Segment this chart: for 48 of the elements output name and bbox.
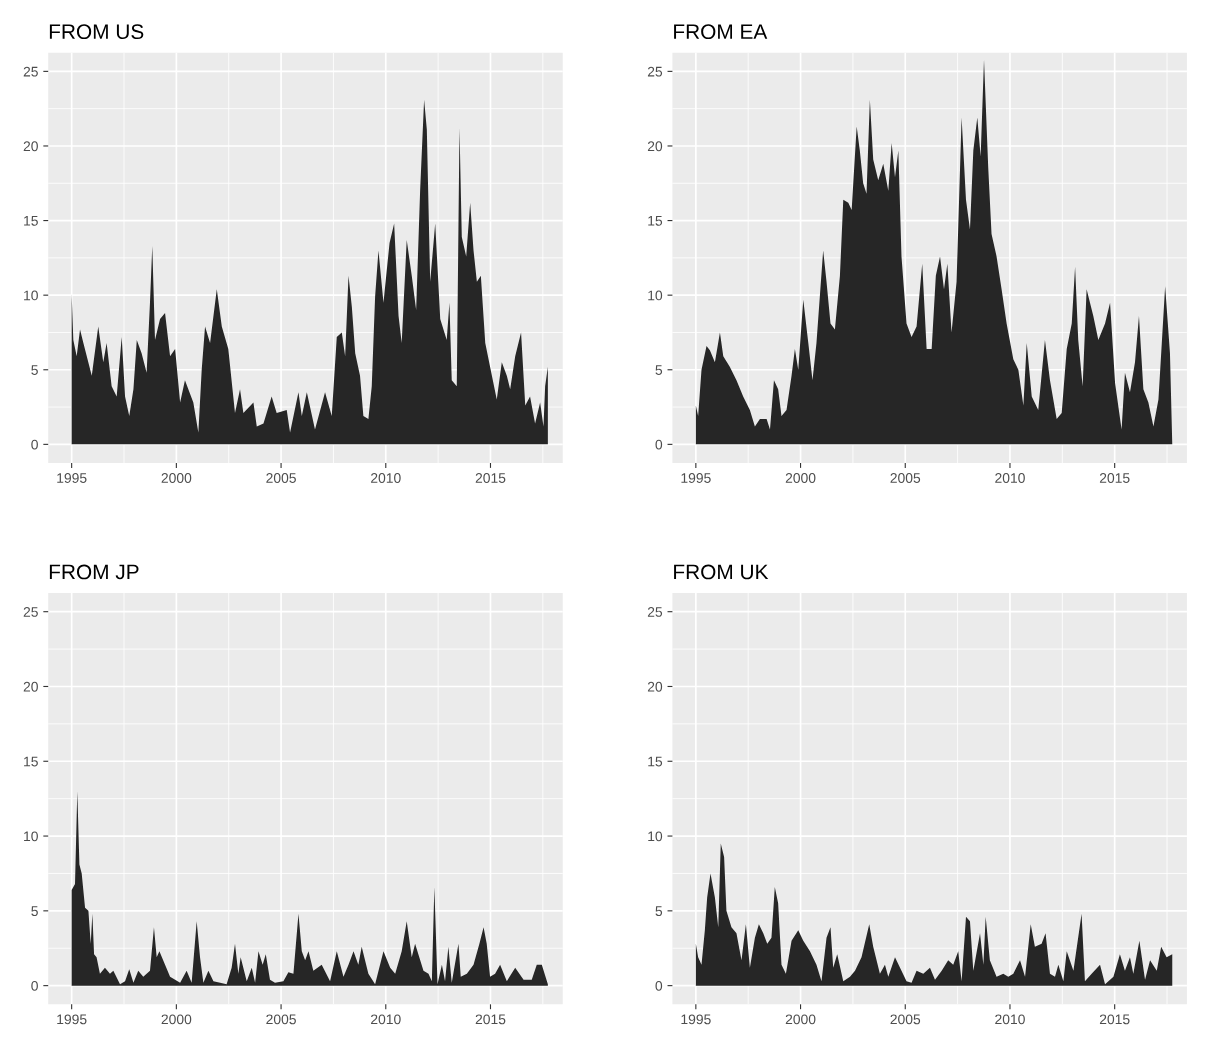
y-tick-label: 25 [23, 607, 38, 617]
y-tick-label: 20 [647, 141, 663, 152]
y-tick-label: 10 [24, 831, 38, 842]
y-tick-label: 20 [647, 681, 663, 692]
y-tick-label: 25 [23, 66, 38, 77]
y-tick-label: 0 [655, 980, 663, 991]
x-tick-label: 1995 [681, 473, 711, 483]
y-tick-label: 10 [24, 290, 38, 301]
x-tick-label: 1995 [57, 473, 87, 483]
x-tick-label: 2005 [266, 473, 296, 483]
x-tick-label: 2005 [890, 1014, 921, 1025]
x-tick-label: 2010 [995, 1014, 1025, 1025]
x-tick-label: 2010 [995, 473, 1025, 483]
y-tick-label: 20 [23, 141, 38, 152]
y-tick-label: 25 [647, 607, 663, 617]
y-tick-label: 0 [655, 439, 663, 450]
x-tick-label: 2010 [371, 1014, 401, 1025]
y-tick-label: 5 [31, 365, 38, 375]
x-tick-label: 2000 [785, 1014, 816, 1025]
x-tick-label: 2005 [890, 473, 921, 483]
x-tick-label: 2015 [475, 473, 506, 483]
chart-title: FROM EA [674, 24, 768, 40]
x-tick-label: 2015 [1099, 1014, 1130, 1025]
y-tick-label: 5 [655, 365, 663, 375]
y-tick-label: 15 [24, 216, 38, 226]
y-tick-label: 15 [648, 216, 663, 226]
x-tick-label: 2000 [161, 473, 192, 483]
y-tick-label: 0 [31, 439, 38, 450]
chart-title: FROM UK [674, 564, 769, 580]
x-tick-label: 2005 [266, 1014, 296, 1025]
y-tick-label: 5 [31, 906, 38, 917]
x-tick-label: 2015 [475, 1014, 506, 1025]
x-tick-label: 1995 [57, 1014, 87, 1025]
x-tick-label: 2010 [371, 473, 401, 483]
y-tick-label: 5 [655, 906, 663, 917]
x-tick-label: 2015 [1099, 473, 1130, 483]
chart-title: FROM JP [49, 564, 139, 580]
x-tick-label: 2000 [785, 473, 816, 483]
x-tick-label: 1995 [681, 1014, 711, 1025]
y-tick-label: 15 [24, 756, 38, 767]
y-tick-label: 20 [23, 681, 38, 692]
chart-title: FROM US [49, 24, 144, 40]
x-tick-label: 2000 [161, 1014, 192, 1025]
y-tick-label: 10 [648, 831, 663, 842]
y-tick-label: 10 [648, 290, 663, 301]
y-tick-label: 15 [648, 756, 663, 767]
y-tick-label: 25 [647, 66, 663, 77]
y-tick-label: 0 [31, 980, 38, 991]
